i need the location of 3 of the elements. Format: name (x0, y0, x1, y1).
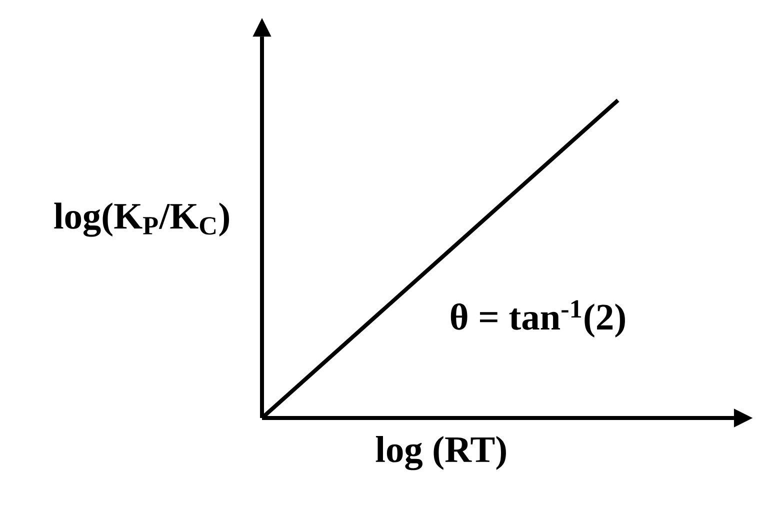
annotation: θ = tan$^{-1}$(2) (450, 300, 625, 338)
x-axis-title: log (RT) (376, 436, 506, 470)
y-axis-title: log(K$_{P}$/K$_{C}$) (54, 202, 229, 237)
